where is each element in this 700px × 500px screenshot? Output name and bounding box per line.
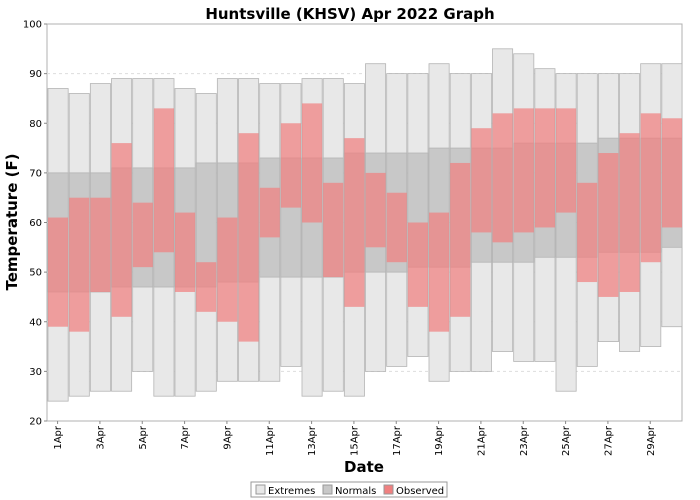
observed-bar (407, 222, 428, 307)
legend-swatch-observed (383, 484, 394, 495)
y-tick-label: 60 (29, 218, 42, 229)
x-axis-ticks: 1Apr 3Apr 5Apr 7Apr 9Apr 11Apr 13Apr 15Apr 17Apr… (53, 421, 657, 456)
observed-bar (556, 108, 577, 213)
x-tick-label: 9Apr (222, 425, 233, 450)
y-tick-label: 90 (29, 69, 42, 80)
observed-bar (471, 128, 492, 233)
y-tick-label: 30 (29, 367, 42, 378)
observed-bars (48, 103, 682, 342)
x-tick-label: 21Apr (476, 425, 487, 456)
x-tick-label: 15Apr (349, 425, 360, 456)
legend-swatch-normals (322, 484, 333, 495)
y-axis-title: Temperature (F) (3, 153, 21, 290)
y-tick-label: 70 (29, 168, 42, 179)
x-tick-label: 19Apr (434, 425, 445, 456)
observed-bar (90, 197, 111, 292)
x-tick-label: 7Apr (180, 425, 191, 450)
observed-bar (175, 212, 196, 292)
y-tick-label: 80 (29, 119, 42, 130)
observed-bar (238, 133, 259, 342)
observed-bar (492, 113, 513, 243)
y-tick-label: 40 (29, 317, 42, 328)
x-tick-label: 17Apr (392, 425, 403, 456)
x-tick-label: 25Apr (561, 425, 572, 456)
observed-bar (153, 108, 174, 253)
observed-bar (280, 123, 301, 208)
x-tick-label: 5Apr (138, 425, 149, 450)
legend: Extremes Normals Observed (250, 481, 448, 498)
observed-bar (344, 138, 365, 307)
observed-bar (386, 192, 407, 263)
legend-swatch-extremes (255, 484, 266, 495)
observed-bar (302, 103, 323, 223)
y-axis-ticks: 20 30 40 50 60 70 80 90 100 (23, 20, 47, 428)
legend-box (250, 481, 448, 498)
observed-bar (640, 113, 661, 263)
observed-bar (429, 212, 450, 332)
observed-bar (577, 182, 598, 283)
observed-bar (259, 187, 280, 238)
x-tick-label: 29Apr (646, 425, 657, 456)
observed-bar (619, 133, 640, 292)
observed-bar (598, 153, 619, 297)
observed-bar (132, 202, 153, 268)
chart-title: Huntsville (KHSV) Apr 2022 Graph (205, 5, 494, 23)
x-tick-label: 11Apr (265, 425, 276, 456)
observed-bar (323, 182, 344, 278)
observed-bar (365, 172, 386, 248)
observed-bar (196, 262, 217, 312)
x-tick-label: 1Apr (53, 425, 64, 450)
observed-bar (534, 108, 555, 228)
observed-bar (217, 217, 238, 322)
x-axis-title: Date (344, 458, 384, 476)
x-tick-label: 13Apr (307, 425, 318, 456)
observed-bar (48, 217, 69, 327)
y-tick-label: 50 (29, 268, 42, 279)
observed-bar (111, 143, 132, 317)
observed-bar (450, 162, 471, 317)
observed-bar (513, 108, 534, 233)
x-tick-label: 27Apr (603, 425, 614, 456)
legend-label-extremes: Extremes (268, 486, 315, 497)
legend-label-normals: Normals (335, 486, 376, 497)
x-tick-label: 3Apr (95, 425, 106, 450)
legend-label-observed: Observed (396, 486, 444, 497)
x-tick-label: 23Apr (519, 425, 530, 456)
observed-bar (69, 197, 90, 332)
y-tick-label: 20 (29, 417, 42, 428)
observed-bar (661, 118, 682, 228)
y-tick-label: 100 (23, 20, 42, 31)
